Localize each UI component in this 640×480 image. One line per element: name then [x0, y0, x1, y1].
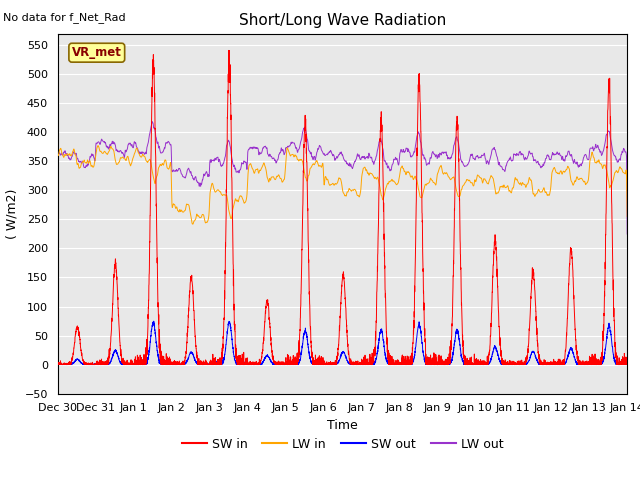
Y-axis label: ( W/m2): ( W/m2) — [6, 189, 19, 239]
Legend: SW in, LW in, SW out, LW out: SW in, LW in, SW out, LW out — [177, 433, 508, 456]
Text: VR_met: VR_met — [72, 46, 122, 59]
Text: No data for f_Net_Rad: No data for f_Net_Rad — [3, 12, 126, 23]
Title: Short/Long Wave Radiation: Short/Long Wave Radiation — [239, 13, 446, 28]
X-axis label: Time: Time — [327, 419, 358, 432]
